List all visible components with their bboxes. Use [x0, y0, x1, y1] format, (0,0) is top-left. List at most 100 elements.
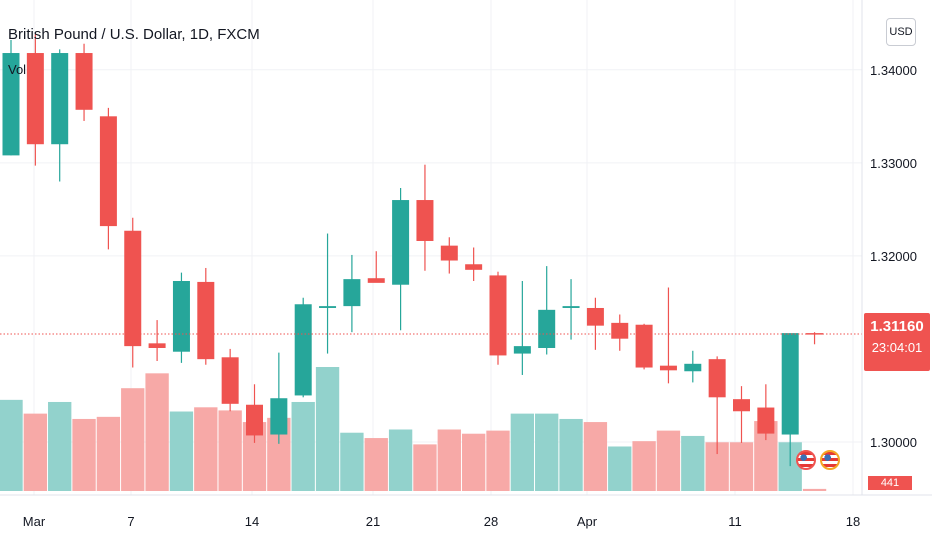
- candle: [659, 287, 677, 384]
- us-flag-icon[interactable]: [820, 450, 840, 470]
- candle: [270, 352, 288, 444]
- volume-bar: [632, 441, 656, 491]
- last-price-badge: 1.31160 23:04:01: [864, 313, 930, 371]
- bar-countdown: 23:04:01: [871, 340, 923, 355]
- candle: [465, 247, 483, 281]
- candle-body: [781, 333, 799, 435]
- volume-bar: [145, 373, 169, 491]
- volume-bar: [242, 422, 267, 491]
- price-tick-label: 1.34000: [870, 63, 917, 78]
- candle-body: [635, 324, 653, 368]
- candle-body: [538, 309, 556, 348]
- candle: [99, 107, 117, 250]
- candle-body: [270, 398, 288, 435]
- candle-body: [440, 245, 458, 261]
- volume-bar: [705, 442, 729, 491]
- volume-bar: [169, 411, 194, 491]
- volume-bar: [778, 442, 802, 491]
- candle-body: [294, 304, 312, 396]
- candle: [367, 251, 385, 283]
- volume-bar: [437, 429, 461, 491]
- volume-bar: [267, 417, 291, 491]
- candle: [538, 266, 556, 355]
- candle-body: [392, 200, 410, 285]
- candle: [635, 323, 653, 370]
- candle-body: [75, 53, 93, 110]
- candle: [489, 271, 507, 365]
- volume-bar: [754, 421, 778, 491]
- candle-body: [562, 306, 580, 308]
- candle-body: [343, 279, 361, 307]
- candle: [586, 297, 604, 350]
- volume-bar: [559, 418, 583, 491]
- candle-body: [806, 333, 824, 335]
- candle-body: [197, 281, 215, 360]
- candle-body: [586, 307, 604, 326]
- volume-bar: [364, 438, 388, 491]
- volume-bar: [486, 430, 510, 491]
- candle: [684, 350, 702, 383]
- time-tick-label: 21: [366, 514, 380, 529]
- candle: [51, 49, 69, 182]
- candle: [416, 164, 434, 271]
- candle-body: [246, 404, 263, 436]
- price-tick-label: 1.32000: [870, 249, 917, 264]
- candle: [246, 384, 263, 443]
- volume-bar: [583, 422, 608, 491]
- volume-bar: [413, 444, 437, 491]
- candle: [26, 34, 44, 166]
- candles: [2, 34, 824, 467]
- volume-bar: [291, 401, 315, 491]
- volume-bar: [388, 429, 413, 491]
- symbol-title[interactable]: British Pound / U.S. Dollar, 1D, FXCM: [8, 26, 260, 43]
- candle-body: [367, 278, 385, 283]
- candle-body: [684, 363, 702, 372]
- candle-body: [659, 365, 677, 371]
- candle: [513, 280, 531, 375]
- time-tick-label: 18: [846, 514, 860, 529]
- volume-bar: [72, 418, 96, 491]
- volume-bar: [194, 407, 218, 491]
- price-axis[interactable]: 1.34000 1.33000 1.32000 1.30000: [870, 63, 917, 450]
- time-tick-label: 28: [484, 514, 498, 529]
- us-flag-icon[interactable]: [796, 450, 816, 470]
- candle: [781, 333, 799, 467]
- time-axis[interactable]: Mar 7 14 21 28 Apr 11 18: [23, 514, 860, 529]
- candle: [319, 233, 337, 354]
- time-tick-label: 11: [728, 514, 742, 529]
- candle-body: [221, 357, 239, 404]
- volume-bar: [96, 416, 121, 491]
- candle-body: [708, 359, 726, 398]
- volume-bar: [729, 442, 754, 491]
- candle: [806, 332, 824, 345]
- grid-lines: [0, 0, 862, 495]
- candle-body: [319, 306, 337, 308]
- candle-body: [124, 230, 142, 347]
- candle-body: [416, 200, 434, 241]
- candle-body: [513, 346, 531, 354]
- volume-bar: [535, 413, 559, 491]
- candle: [172, 272, 190, 363]
- candle: [294, 297, 312, 398]
- candle: [75, 43, 93, 121]
- time-tick-label: 14: [245, 514, 259, 529]
- volume-bar: [315, 367, 340, 491]
- candle: [708, 356, 726, 455]
- volume-bar: [681, 435, 705, 491]
- candle: [733, 386, 750, 443]
- candle-body: [148, 343, 166, 348]
- candle: [221, 348, 239, 412]
- candle-body: [26, 53, 44, 145]
- candle-body: [465, 264, 483, 270]
- last-price-value: 1.31160: [870, 318, 924, 335]
- volume-bar: [48, 401, 72, 491]
- candle-body: [172, 280, 190, 352]
- candle: [392, 187, 410, 331]
- volume-legend-label[interactable]: Vol: [8, 62, 27, 77]
- candle-body: [733, 399, 750, 412]
- candle: [562, 279, 580, 340]
- currency-button[interactable]: USD: [886, 18, 916, 46]
- candle-body: [757, 407, 775, 434]
